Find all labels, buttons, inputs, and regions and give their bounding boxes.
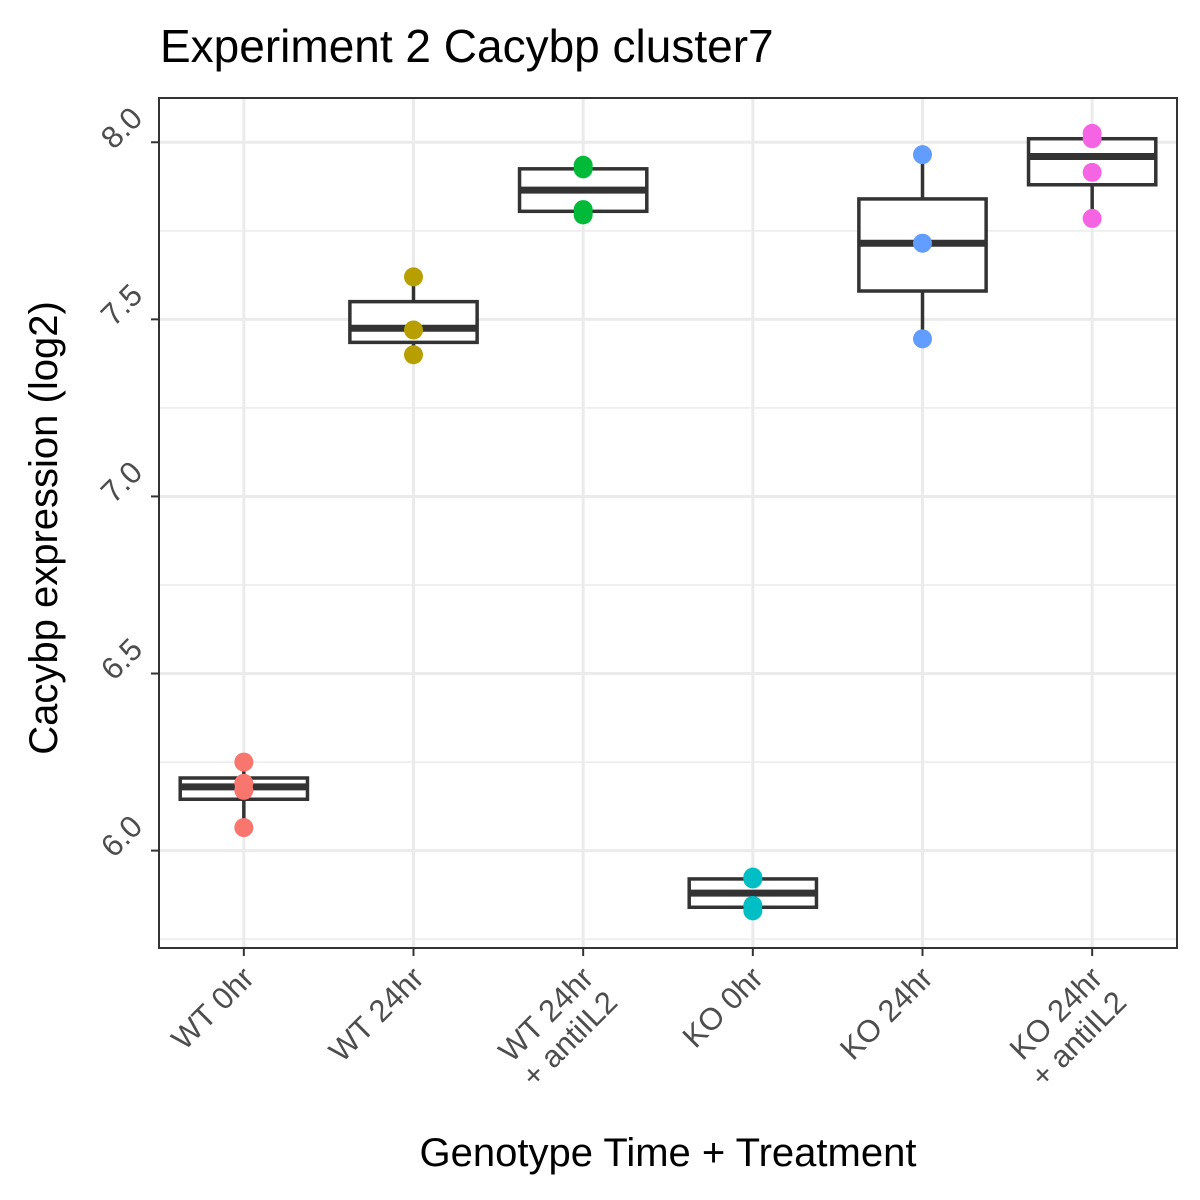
chart-title: Experiment 2 Cacybp cluster7 — [160, 20, 774, 72]
data-point — [573, 155, 593, 175]
data-point — [234, 752, 254, 772]
boxes — [178, 133, 1158, 911]
x-tick-label-line: WT 24hr — [322, 960, 430, 1068]
data-point — [1082, 162, 1102, 182]
x-tick-label: WT 0hr — [165, 960, 261, 1056]
x-tick-label-line: KO 0hr — [676, 960, 770, 1054]
panel-border — [158, 97, 1178, 949]
data-point — [743, 896, 763, 915]
data-point — [913, 329, 932, 349]
data-point — [913, 145, 932, 165]
data-point — [913, 233, 932, 253]
y-tick-label: 6.5 — [94, 631, 149, 686]
x-tick-label: KO 24hr — [833, 960, 939, 1066]
data-point — [234, 773, 254, 793]
grid — [159, 98, 1177, 948]
x-tick-label: WT 24hr+ antiIL2 — [491, 960, 624, 1093]
data-point — [404, 320, 423, 340]
data-point — [234, 818, 254, 838]
data-point — [404, 345, 423, 365]
y-tick-label: 7.5 — [94, 277, 149, 332]
y-tick-label: 6.0 — [94, 809, 149, 864]
data-point — [1082, 123, 1102, 143]
data-point — [743, 867, 763, 887]
points — [234, 123, 1102, 921]
x-tick-label: WT 24hr — [322, 960, 430, 1068]
x-axis-title: Genotype Time + Treatment — [420, 1131, 917, 1175]
data-point — [1082, 208, 1102, 228]
data-point — [573, 200, 593, 220]
y-axis: 6.0 6.5 7.0 7.5 8.0 — [94, 100, 159, 864]
x-tick-label: KO 24hr+ antiIL2 — [1000, 960, 1133, 1093]
y-tick-label: 7.0 — [94, 454, 149, 509]
x-tick-label-line: KO 24hr — [833, 960, 939, 1066]
y-tick-label: 8.0 — [94, 100, 149, 155]
x-tick-label-line: WT 0hr — [165, 960, 261, 1056]
y-axis-title: Cacybp expression (log2) — [22, 301, 66, 755]
x-tick-label: KO 0hr — [676, 960, 770, 1054]
data-point — [404, 267, 423, 287]
x-axis: WT 0hr WT 24hr WT 24hr+ antiIL2 KO 0hr KO 24… — [165, 948, 1133, 1094]
